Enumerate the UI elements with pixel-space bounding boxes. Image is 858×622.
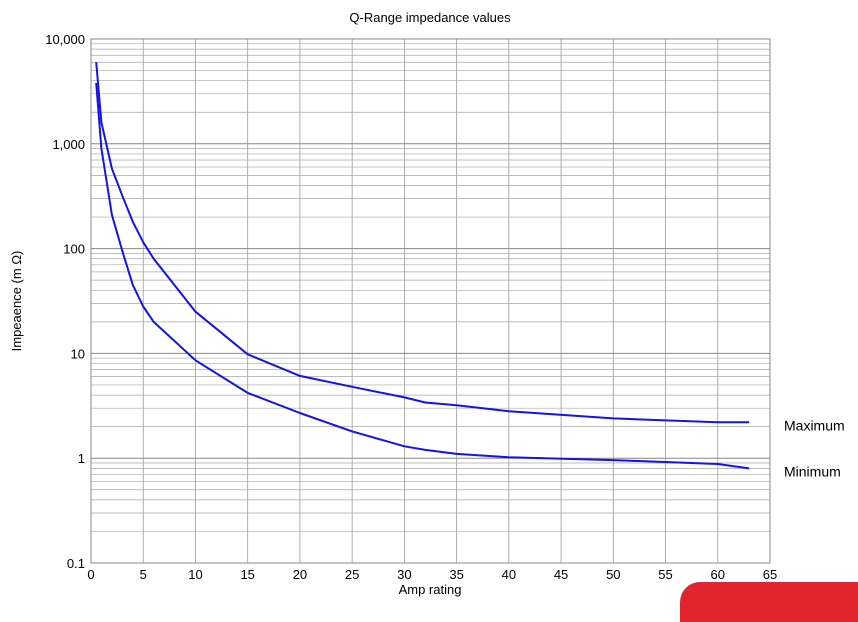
x-tick-label: 45 [554, 567, 568, 582]
series-label-minimum: Minimum [784, 463, 841, 479]
x-tick-label: 5 [140, 567, 147, 582]
y-tick-labels: 0.1 1 10 100 1,000 10,000 [45, 32, 85, 571]
chart-title: Q-Range impedance values [349, 10, 511, 25]
y-tick-label: 1,000 [52, 137, 85, 152]
x-tick-label: 35 [449, 567, 463, 582]
x-tick-label: 25 [345, 567, 359, 582]
y-tick-label: 100 [63, 242, 85, 257]
impedance-chart: Q-Range impedance values 0 5 10 15 20 25 30 35 4… [9, 10, 845, 597]
y-tick-label: 10,000 [45, 32, 85, 47]
x-tick-label: 10 [188, 567, 202, 582]
series-label-maximum: Maximum [784, 417, 845, 433]
plot-frame [90, 38, 771, 564]
x-tick-labels: 0 5 10 15 20 25 30 35 40 45 50 55 60 65 [87, 567, 777, 582]
y-tick-label: 0.1 [67, 556, 85, 571]
y-tick-label: 10 [71, 346, 85, 361]
series-line-maximum [95, 62, 750, 424]
series-lines [95, 62, 750, 470]
y-tick-label: 1 [78, 451, 85, 466]
x-tick-label: 20 [293, 567, 307, 582]
x-tick-label: 65 [763, 567, 777, 582]
x-axis-label: Amp rating [399, 582, 462, 597]
x-tick-label: 50 [606, 567, 620, 582]
x-tick-label: 15 [240, 567, 254, 582]
corner-accent [680, 582, 858, 622]
y-axis-label: Impeaence (m Ω) [9, 251, 24, 352]
x-tick-label: 40 [502, 567, 516, 582]
x-tick-label: 60 [711, 567, 725, 582]
x-tick-label: 55 [658, 567, 672, 582]
grid-lines [91, 39, 770, 563]
x-tick-label: 0 [87, 567, 94, 582]
x-tick-label: 30 [397, 567, 411, 582]
series-line-minimum [95, 82, 750, 470]
series-end-labels: Maximum Minimum [784, 417, 845, 479]
